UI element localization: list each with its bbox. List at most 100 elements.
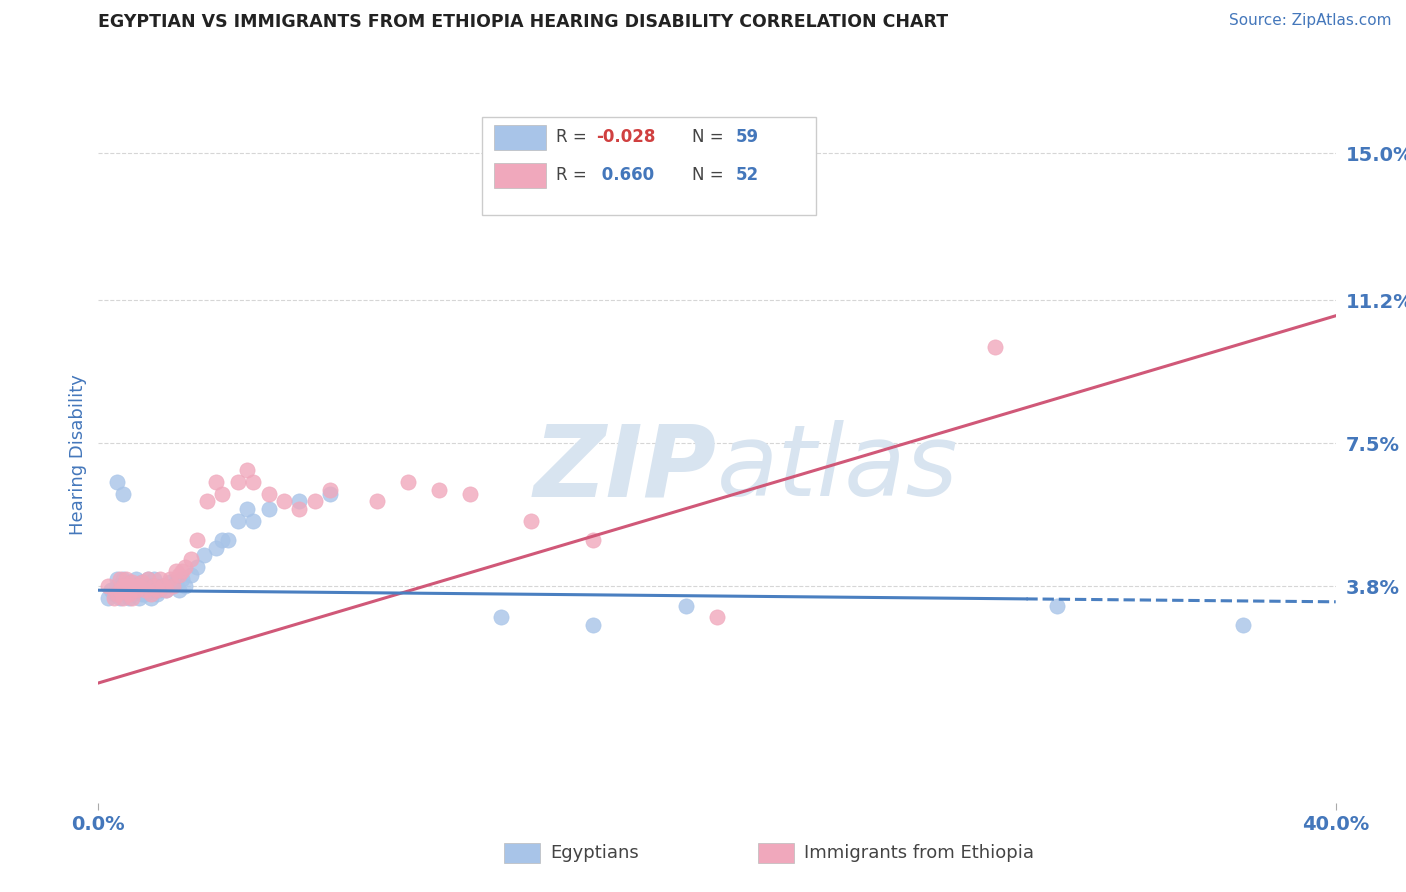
Point — [121, 579, 143, 593]
Point — [128, 591, 150, 605]
Point — [112, 572, 135, 586]
Point — [149, 572, 172, 586]
Point — [582, 533, 605, 547]
FancyBboxPatch shape — [758, 843, 794, 863]
Point — [152, 579, 174, 593]
Point — [155, 583, 177, 598]
Point — [170, 572, 193, 586]
Point — [149, 583, 172, 598]
Point — [139, 591, 162, 605]
Point — [131, 575, 153, 590]
Point — [675, 599, 697, 613]
Point — [180, 552, 202, 566]
Point — [706, 610, 728, 624]
Point — [195, 494, 218, 508]
Point — [319, 483, 342, 497]
Point — [115, 572, 138, 586]
Point — [458, 486, 481, 500]
Point — [105, 475, 128, 489]
Point — [100, 583, 122, 598]
Point — [112, 486, 135, 500]
Point — [165, 564, 187, 578]
Point — [186, 533, 208, 547]
Point — [105, 579, 128, 593]
Point — [97, 579, 120, 593]
Text: R =: R = — [557, 166, 592, 185]
Point — [984, 340, 1007, 354]
Point — [118, 579, 141, 593]
Point — [108, 572, 131, 586]
Point — [124, 583, 146, 598]
Text: Source: ZipAtlas.com: Source: ZipAtlas.com — [1229, 13, 1392, 29]
Point — [288, 494, 311, 508]
Point — [118, 575, 141, 590]
Point — [273, 494, 295, 508]
Point — [128, 579, 150, 593]
Point — [167, 583, 190, 598]
Point — [1046, 599, 1069, 613]
Point — [186, 560, 208, 574]
Text: atlas: atlas — [717, 420, 959, 517]
Point — [143, 583, 166, 598]
FancyBboxPatch shape — [482, 118, 815, 215]
Point — [162, 579, 184, 593]
Point — [236, 463, 259, 477]
Point — [112, 579, 135, 593]
FancyBboxPatch shape — [495, 163, 547, 188]
Point — [139, 587, 162, 601]
Point — [134, 583, 156, 598]
Point — [136, 572, 159, 586]
Text: 0.660: 0.660 — [596, 166, 654, 185]
Point — [396, 475, 419, 489]
Point — [155, 583, 177, 598]
Point — [174, 579, 197, 593]
Text: -0.028: -0.028 — [596, 128, 655, 146]
Text: N =: N = — [692, 128, 730, 146]
Point — [152, 579, 174, 593]
Point — [226, 475, 249, 489]
Point — [112, 583, 135, 598]
Point — [131, 587, 153, 601]
Text: Immigrants from Ethiopia: Immigrants from Ethiopia — [804, 844, 1033, 862]
Point — [115, 579, 138, 593]
Point — [159, 575, 181, 590]
Text: Egyptians: Egyptians — [550, 844, 638, 862]
Point — [108, 591, 131, 605]
Point — [134, 587, 156, 601]
Y-axis label: Hearing Disability: Hearing Disability — [69, 375, 87, 535]
Point — [136, 583, 159, 598]
Point — [121, 587, 143, 601]
Point — [427, 483, 450, 497]
Point — [211, 533, 233, 547]
Point — [124, 579, 146, 593]
Point — [124, 583, 146, 598]
Point — [582, 618, 605, 632]
Point — [319, 486, 342, 500]
Point — [489, 610, 512, 624]
Point — [242, 514, 264, 528]
Point — [174, 560, 197, 574]
Point — [242, 475, 264, 489]
Point — [105, 587, 128, 601]
Point — [167, 567, 190, 582]
Point — [108, 583, 131, 598]
Point — [366, 494, 388, 508]
Point — [257, 486, 280, 500]
Point — [205, 475, 228, 489]
Point — [115, 587, 138, 601]
Point — [108, 579, 131, 593]
Point — [118, 587, 141, 601]
Point — [134, 579, 156, 593]
Text: ZIP: ZIP — [534, 420, 717, 517]
Point — [97, 591, 120, 605]
Point — [236, 502, 259, 516]
Text: EGYPTIAN VS IMMIGRANTS FROM ETHIOPIA HEARING DISABILITY CORRELATION CHART: EGYPTIAN VS IMMIGRANTS FROM ETHIOPIA HEA… — [98, 13, 949, 31]
Point — [146, 583, 169, 598]
Point — [211, 486, 233, 500]
Point — [304, 494, 326, 508]
Point — [205, 541, 228, 555]
Point — [115, 583, 138, 598]
Point — [288, 502, 311, 516]
FancyBboxPatch shape — [495, 125, 547, 150]
Point — [112, 591, 135, 605]
